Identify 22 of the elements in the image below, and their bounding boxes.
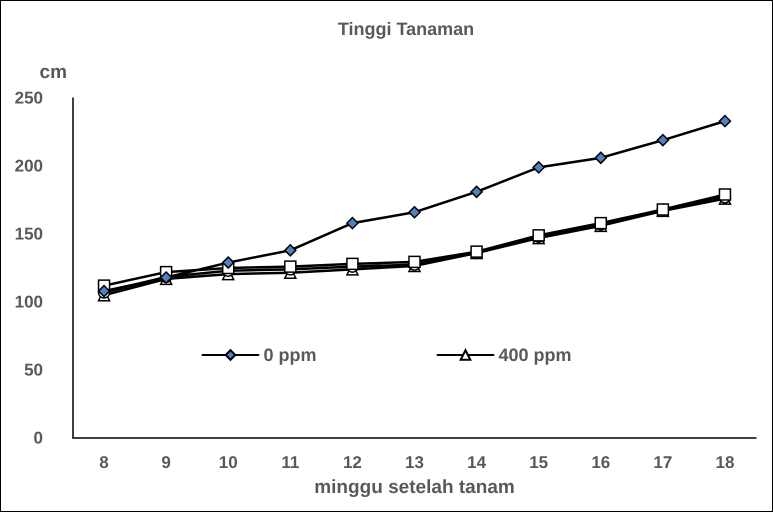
x-axis-title: minggu setelah tanam [314,477,515,498]
x-tick-label: 8 [99,453,109,472]
y-axis-title: cm [40,62,67,83]
y-tick-label: 50 [24,360,43,380]
y-tick-label: 150 [14,224,43,244]
x-tick-label: 14 [467,453,487,472]
y-tick-label: 0 [34,428,43,448]
x-tick-label: 16 [591,453,610,472]
x-tick-label: 11 [281,453,300,472]
y-tick-label: 200 [14,156,43,176]
x-tick-label: 15 [529,453,548,472]
x-tick-label: 9 [161,453,171,472]
legend-label: 0 ppm [263,345,316,365]
x-tick-label: 13 [405,453,424,472]
legend-label: 400 ppm [498,345,572,365]
x-tick-label: 17 [653,453,672,472]
x-tick-label: 10 [218,453,238,472]
x-tick-label: 12 [342,453,362,472]
y-tick-label: 100 [14,292,43,312]
x-tick-label: 18 [715,453,734,472]
y-tick-label: 250 [14,88,43,108]
chart-title: Tinggi Tanaman [338,19,474,39]
